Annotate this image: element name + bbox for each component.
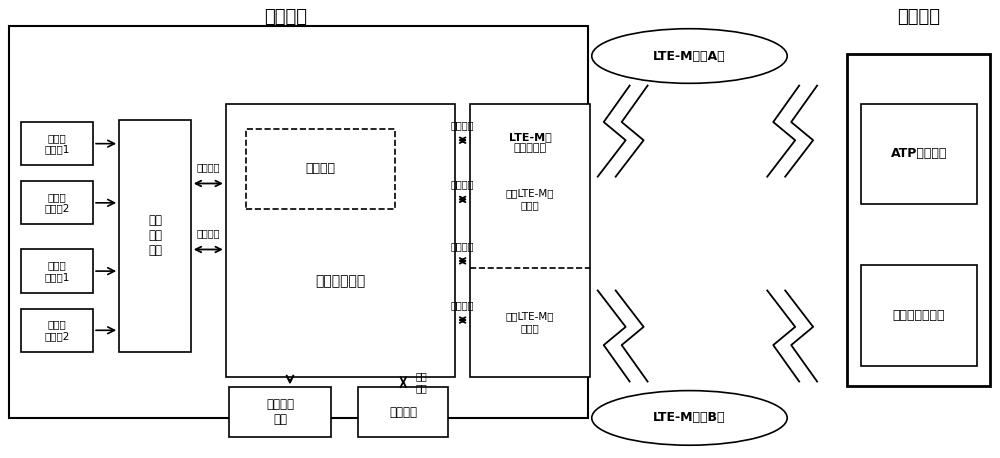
Bar <box>229 387 331 437</box>
Bar <box>847 54 990 386</box>
Text: 车载设备: 车载设备 <box>897 8 940 26</box>
Bar <box>21 181 93 224</box>
Text: 第一LTE-M通
信单元: 第一LTE-M通 信单元 <box>506 189 554 210</box>
Bar <box>119 120 191 352</box>
Bar <box>226 104 455 377</box>
Text: 状态信息: 状态信息 <box>451 180 474 190</box>
Text: 无线消息: 无线消息 <box>197 162 220 172</box>
Text: LTE-M网络B网: LTE-M网络B网 <box>653 411 726 425</box>
Bar <box>246 129 395 208</box>
Text: 无线消息: 无线消息 <box>451 120 474 130</box>
Text: 显示
信息: 显示 信息 <box>415 371 427 393</box>
Ellipse shape <box>592 391 787 445</box>
Text: 风压检
测单元2: 风压检 测单元2 <box>45 192 70 213</box>
Bar <box>470 104 590 377</box>
Ellipse shape <box>592 29 787 83</box>
Text: 列尾装置: 列尾装置 <box>264 8 307 26</box>
Text: 机车台车载设备: 机车台车载设备 <box>893 309 945 322</box>
Bar <box>21 250 93 293</box>
Text: 显示单元: 显示单元 <box>389 406 417 419</box>
Bar <box>21 122 93 165</box>
Bar <box>21 309 93 352</box>
Text: 测速定
位单元1: 测速定 位单元1 <box>45 260 70 282</box>
Bar <box>9 27 588 418</box>
Text: 状态信息: 状态信息 <box>451 300 474 310</box>
Text: 安全
逻辑
单元: 安全 逻辑 单元 <box>148 214 162 257</box>
Text: ATP车载设备: ATP车载设备 <box>891 147 947 160</box>
Text: 记录单元: 记录单元 <box>306 162 336 175</box>
Text: 核心控制单元: 核心控制单元 <box>315 274 366 289</box>
Text: 风压检
测单元1: 风压检 测单元1 <box>45 133 70 154</box>
Bar <box>861 104 977 204</box>
Text: 状态信息: 状态信息 <box>197 228 220 238</box>
Bar <box>358 387 448 437</box>
Text: 测速定
位单元2: 测速定 位单元2 <box>45 320 70 341</box>
Text: 无线消息: 无线消息 <box>451 241 474 251</box>
Text: LTE-M网络A网: LTE-M网络A网 <box>653 49 726 62</box>
Text: 第二LTE-M通
信单元: 第二LTE-M通 信单元 <box>506 311 554 333</box>
Text: LTE-M无
线通信模块: LTE-M无 线通信模块 <box>509 132 551 153</box>
Bar <box>861 266 977 365</box>
Text: 排风制动
单元: 排风制动 单元 <box>266 398 294 426</box>
